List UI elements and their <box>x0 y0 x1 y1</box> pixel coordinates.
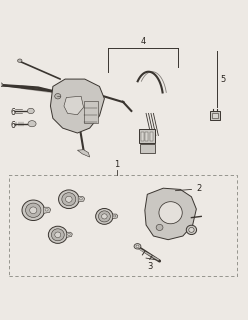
Text: 6: 6 <box>10 108 15 117</box>
Ellipse shape <box>30 207 37 214</box>
Ellipse shape <box>98 211 110 222</box>
Polygon shape <box>64 96 84 115</box>
Ellipse shape <box>96 209 113 224</box>
Ellipse shape <box>114 215 116 217</box>
Ellipse shape <box>136 245 139 248</box>
Bar <box>210 111 220 120</box>
Ellipse shape <box>27 108 34 114</box>
Ellipse shape <box>156 224 163 230</box>
Polygon shape <box>145 188 196 240</box>
Ellipse shape <box>48 226 67 244</box>
Bar <box>140 144 155 153</box>
Text: 3: 3 <box>147 262 153 271</box>
Polygon shape <box>112 214 118 219</box>
Ellipse shape <box>62 193 76 206</box>
Bar <box>145 132 148 141</box>
Text: 1: 1 <box>114 160 119 169</box>
Ellipse shape <box>0 83 3 87</box>
Bar <box>84 101 98 123</box>
Ellipse shape <box>59 190 79 209</box>
Text: 4: 4 <box>140 37 146 46</box>
Text: 2: 2 <box>196 184 202 193</box>
Ellipse shape <box>189 228 194 232</box>
Ellipse shape <box>68 233 70 236</box>
Polygon shape <box>78 196 85 202</box>
Bar <box>139 129 155 143</box>
Ellipse shape <box>65 196 72 202</box>
Ellipse shape <box>134 244 141 249</box>
Ellipse shape <box>26 203 41 218</box>
Ellipse shape <box>51 229 64 241</box>
Text: 6: 6 <box>10 121 15 130</box>
Ellipse shape <box>55 232 61 237</box>
Bar <box>212 113 218 118</box>
Ellipse shape <box>22 200 45 220</box>
Bar <box>141 132 144 141</box>
Text: 5: 5 <box>221 75 226 84</box>
Ellipse shape <box>102 214 107 219</box>
Ellipse shape <box>80 198 82 200</box>
Ellipse shape <box>45 208 48 211</box>
Polygon shape <box>43 207 51 213</box>
Polygon shape <box>50 79 104 133</box>
Ellipse shape <box>18 59 22 62</box>
Ellipse shape <box>28 121 36 127</box>
Ellipse shape <box>159 202 182 224</box>
Ellipse shape <box>55 93 61 99</box>
Bar <box>150 132 153 141</box>
Polygon shape <box>77 150 90 157</box>
Bar <box>9 175 237 276</box>
Polygon shape <box>66 232 72 237</box>
Ellipse shape <box>186 225 197 235</box>
